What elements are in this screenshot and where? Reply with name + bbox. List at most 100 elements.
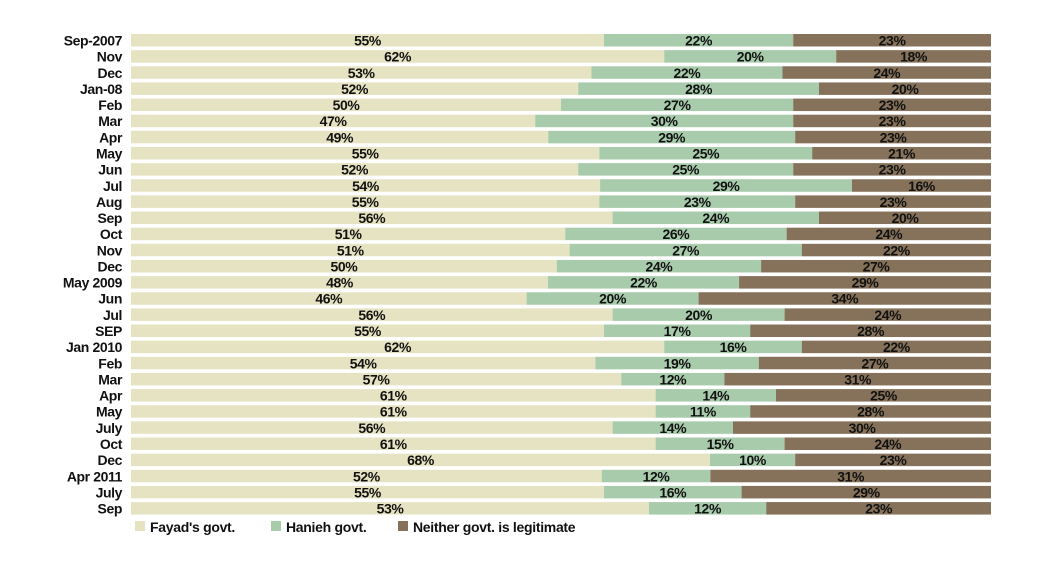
- data-label: 14%: [659, 420, 687, 436]
- data-label: 14%: [702, 388, 730, 404]
- category-label: Jan 2010: [66, 339, 123, 355]
- category-label: Feb: [98, 355, 122, 371]
- category-label: May: [96, 145, 123, 161]
- bar-segment-hanieh: [595, 356, 759, 370]
- bar-segment-neither: [795, 130, 991, 144]
- data-label: 34%: [831, 291, 859, 307]
- data-label: 29%: [713, 178, 741, 194]
- category-label: Jul: [103, 307, 122, 323]
- bar-segment-hanieh: [612, 421, 733, 434]
- bar-segment-fayad: [131, 453, 711, 467]
- bar-segment-neither: [698, 292, 991, 305]
- bar-segment-fayad: [131, 163, 579, 176]
- category-label: Mar: [98, 113, 123, 129]
- data-label: 23%: [880, 194, 908, 210]
- data-label: 16%: [908, 178, 936, 194]
- bar-segment-fayad: [131, 66, 592, 79]
- bar-segment-fayad: [131, 421, 613, 434]
- data-label: 10%: [739, 452, 767, 468]
- data-label: 31%: [837, 468, 865, 484]
- data-label: 25%: [692, 145, 720, 161]
- data-label: 29%: [658, 129, 686, 145]
- bar-segment-fayad: [131, 389, 656, 402]
- bar-segment-fayad: [131, 179, 601, 192]
- bar-segment-neither: [710, 469, 991, 483]
- data-label: 24%: [874, 307, 902, 323]
- category-label: July: [96, 484, 123, 500]
- data-label: 55%: [352, 145, 380, 161]
- data-label: 19%: [664, 355, 692, 371]
- data-label: 55%: [354, 484, 382, 500]
- data-label: 20%: [737, 49, 765, 65]
- data-label: 26%: [663, 226, 691, 242]
- data-label: 22%: [883, 242, 911, 258]
- bar-segment-neither: [784, 308, 991, 321]
- category-label: Oct: [100, 226, 123, 242]
- bar-segment-hanieh: [548, 130, 796, 144]
- category-label: Aug: [96, 194, 122, 210]
- bar-segment-hanieh: [621, 372, 725, 386]
- data-label: 61%: [380, 404, 408, 420]
- data-label: 30%: [651, 113, 679, 129]
- data-label: 20%: [892, 210, 920, 226]
- bar-segment-hanieh: [547, 276, 740, 289]
- data-label: 29%: [853, 484, 881, 500]
- bar-segment-hanieh: [655, 405, 751, 418]
- category-label: Nov: [97, 242, 123, 258]
- category-label: Mar: [98, 371, 123, 387]
- data-label: 25%: [870, 388, 898, 404]
- bar-segment-fayad: [131, 502, 649, 515]
- bar-segment-neither: [750, 324, 991, 338]
- bar-segment-fayad: [131, 82, 579, 95]
- data-label: 62%: [384, 49, 412, 65]
- bar-segment-neither: [782, 66, 991, 79]
- data-label: 23%: [879, 33, 907, 49]
- data-label: 23%: [684, 194, 712, 210]
- data-label: 50%: [333, 97, 361, 113]
- bar-segment-neither: [741, 485, 991, 499]
- bar-segment-hanieh: [601, 469, 711, 483]
- bar-segment-fayad: [131, 308, 613, 321]
- data-label: 52%: [341, 162, 369, 178]
- bar-segment-fayad: [131, 243, 570, 257]
- data-label: 18%: [900, 49, 928, 65]
- bar-segment-hanieh: [578, 163, 794, 176]
- bar-segment-fayad: [131, 372, 622, 386]
- bar-segment-hanieh: [612, 211, 819, 225]
- bar-segment-hanieh: [569, 243, 802, 257]
- category-label: Dec: [98, 258, 123, 274]
- bar-segment-neither: [795, 195, 991, 208]
- data-label: 55%: [354, 33, 382, 49]
- bar-segment-hanieh: [565, 227, 787, 241]
- category-label: SEP: [95, 323, 122, 339]
- bar-segment-hanieh: [556, 259, 762, 273]
- data-label: 20%: [599, 291, 627, 307]
- bar-segment-neither: [793, 98, 991, 112]
- category-label: Jan-08: [80, 81, 123, 97]
- legend-swatch: [135, 521, 145, 531]
- bar-segment-hanieh: [604, 34, 794, 47]
- data-label: 15%: [707, 436, 735, 452]
- bar-segment-fayad: [131, 130, 549, 144]
- bar-segment-fayad: [131, 437, 656, 450]
- bar-segment-neither: [776, 389, 991, 402]
- bar-segment-neither: [819, 82, 991, 95]
- bar-segment-fayad: [131, 98, 561, 112]
- data-label: 20%: [892, 81, 920, 97]
- bar-segment-neither: [801, 340, 991, 354]
- data-label: 12%: [659, 371, 687, 387]
- bar-segment-neither: [733, 421, 991, 434]
- category-label: Nov: [97, 49, 123, 65]
- bar-segment-fayad: [131, 485, 604, 499]
- data-label: 24%: [873, 65, 901, 81]
- bar-segment-fayad: [131, 292, 527, 305]
- data-label: 27%: [664, 97, 692, 113]
- bar-segment-hanieh: [655, 437, 785, 450]
- bars-group: Sep-2007 55% 22% 23%Nov 62% 20% 18%Dec 53% 22% 24…: [63, 33, 991, 517]
- legend-label: Fayad's govt.: [150, 519, 235, 535]
- bar-segment-fayad: [131, 114, 536, 128]
- data-label: 31%: [844, 371, 872, 387]
- category-label: Sep: [98, 501, 122, 517]
- data-label: 55%: [354, 323, 382, 339]
- bar-segment-hanieh: [655, 389, 776, 402]
